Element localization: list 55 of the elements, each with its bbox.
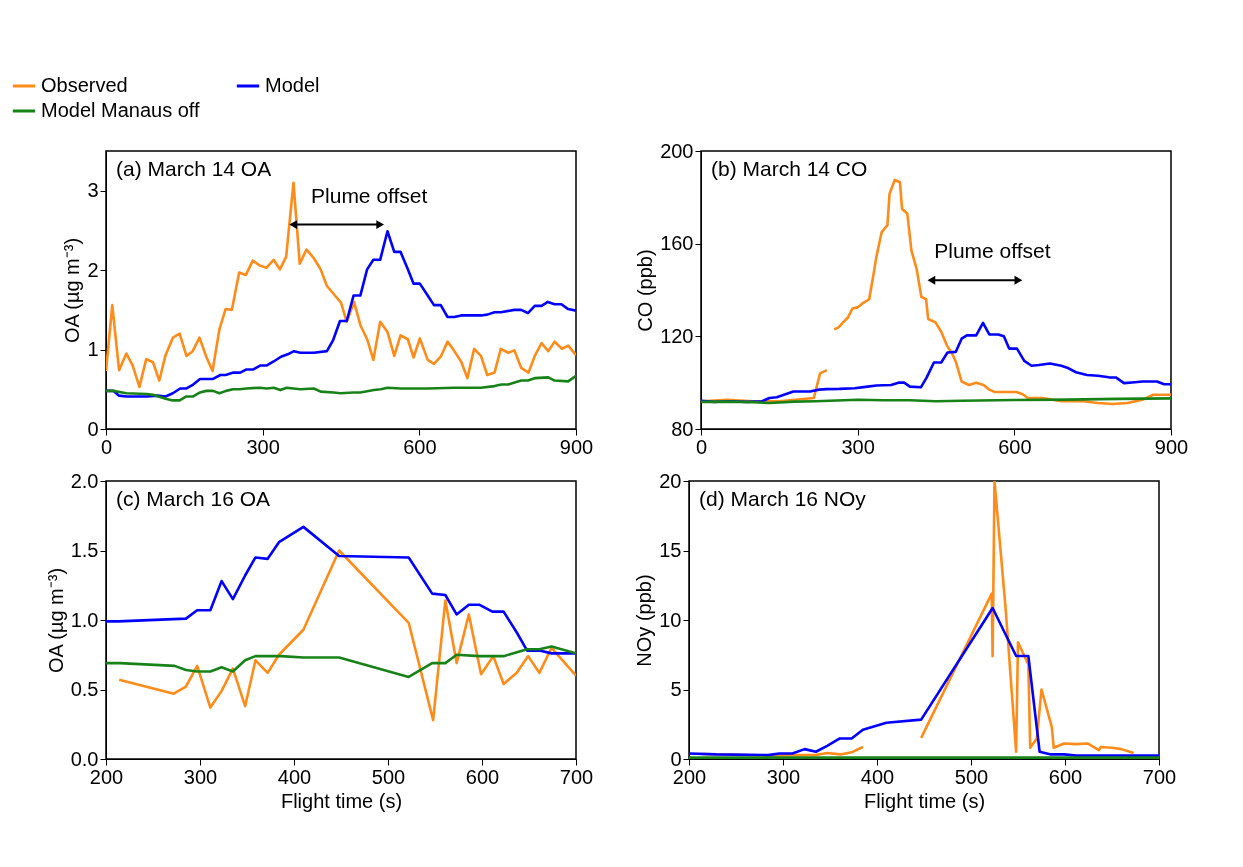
- legend-label: Model Manaus off: [41, 99, 201, 121]
- x-tick-label: 600: [403, 435, 437, 458]
- y-tick-label: 1.0: [70, 608, 99, 631]
- y-tick-label: 160: [660, 232, 694, 255]
- y-tick-label: 10: [659, 608, 682, 631]
- x-tick-label: 600: [998, 435, 1032, 458]
- x-tick-label: 500: [954, 765, 989, 788]
- y-tick-label: 0: [670, 747, 682, 770]
- annotation: Plume offset: [311, 183, 428, 207]
- x-tick-label: 900: [1154, 435, 1189, 458]
- x-tick-label: 700: [1142, 765, 1177, 788]
- x-tick-label: 300: [766, 765, 801, 788]
- y-axis-title: NOy (ppb): [633, 574, 656, 667]
- y-tick-label: 20: [659, 469, 682, 492]
- x-tick-label: 400: [277, 765, 312, 788]
- y-tick-label: 0.0: [70, 747, 99, 770]
- y-tick-label: 1.5: [70, 539, 99, 561]
- x-tick-label: 600: [465, 765, 500, 788]
- x-tick-label: 700: [559, 765, 594, 788]
- x-tick-label: 300: [246, 435, 280, 458]
- annotation: Plume offset: [934, 239, 1051, 263]
- line-series: [106, 374, 576, 402]
- line-series: [106, 525, 576, 655]
- y-tick-label: 0: [87, 417, 99, 440]
- line-series: [106, 645, 576, 679]
- x-tick-label: 300: [841, 435, 875, 458]
- x-tick-label: 0: [695, 435, 708, 458]
- x-tick-label: 400: [860, 765, 895, 788]
- x-axis-title: Flight time (s): [280, 789, 403, 812]
- y-tick-label: 200: [660, 139, 694, 162]
- chart-title: (a) March 14 OA: [116, 157, 272, 180]
- line-series: [106, 181, 576, 389]
- y-tick-label: 15: [659, 539, 682, 561]
- legend-label: Model: [265, 74, 320, 96]
- x-tick-label: 900: [559, 435, 594, 458]
- y-axis-title: CO (ppb): [634, 249, 657, 332]
- y-tick-label: 0.5: [70, 678, 99, 700]
- y-tick-label: 80: [671, 417, 694, 440]
- y-tick-label: 2: [87, 258, 99, 281]
- y-tick-label: 2.0: [70, 469, 99, 492]
- x-tick-label: 600: [1048, 765, 1083, 788]
- x-tick-label: 300: [183, 765, 218, 788]
- y-tick-label: 5: [670, 678, 682, 700]
- chart-title: (c) March 16 OA: [116, 487, 271, 510]
- legend-label: Observed: [41, 74, 128, 96]
- x-axis-title: Flight time (s): [863, 789, 986, 812]
- chart-title: (b) March 14 CO: [711, 157, 868, 180]
- line-series: [117, 549, 576, 722]
- y-axis-title: OA (µg m⁻³): [61, 237, 84, 344]
- y-tick-label: 120: [660, 324, 694, 347]
- x-tick-label: 500: [371, 765, 406, 788]
- y-tick-label: 1: [87, 338, 99, 361]
- chart-title: (d) March 16 NOy: [699, 487, 867, 510]
- y-tick-label: 3: [87, 179, 99, 202]
- y-axis-title: OA (µg m⁻³): [44, 567, 67, 674]
